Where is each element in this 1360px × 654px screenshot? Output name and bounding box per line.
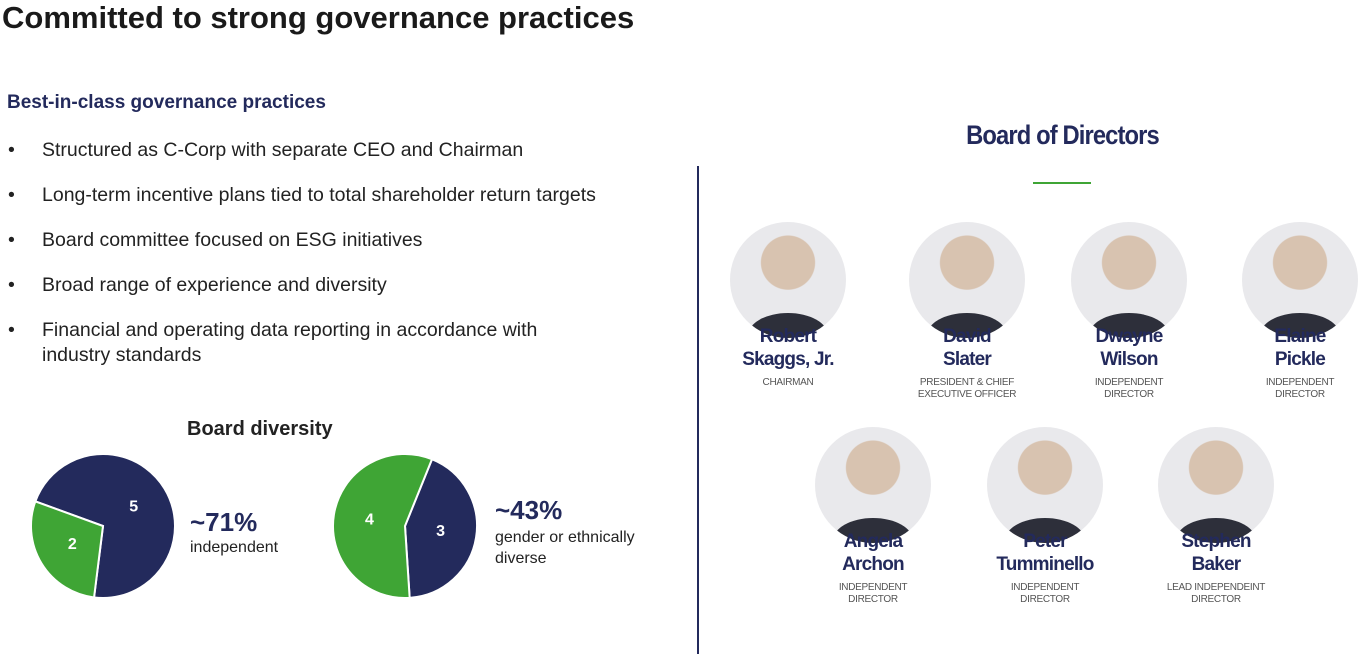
last-name: Wilson <box>1100 349 1158 370</box>
director-card: Robert Skaggs, Jr. CHAIRMAN <box>713 222 863 389</box>
accent-line <box>1033 182 1091 184</box>
last-name: Pickle <box>1274 349 1326 370</box>
section-heading: Best-in-class governance practices <box>7 92 326 113</box>
director-card: Peter Tumminello INDEPENDENT DIRECTOR <box>970 427 1120 606</box>
director-photo <box>1158 427 1274 543</box>
director-name: Angela Archon <box>798 530 948 576</box>
director-card: Stephen Baker LEAD INDEPENDEINT DIRECTOR <box>1141 427 1291 606</box>
slice-label: 5 <box>129 498 138 515</box>
chart-title: Board diversity <box>187 418 333 440</box>
bullet-list: Structured as C-Corp with separate CEO a… <box>0 138 600 388</box>
director-name: Dwayne Wilson <box>1054 325 1204 371</box>
pie-slice <box>332 453 434 599</box>
pie-charts: 5 2 3 4 <box>30 453 478 599</box>
director-name: Peter Tumminello <box>970 530 1120 576</box>
director-photo <box>909 222 1025 338</box>
director-role: INDEPENDENT DIRECTOR <box>838 582 908 605</box>
last-name: Archon <box>842 554 905 575</box>
first-name: David <box>943 326 992 347</box>
director-role: LEAD INDEPENDEINT DIRECTOR <box>1166 582 1266 605</box>
divider <box>697 166 699 654</box>
last-name: Skaggs, Jr. <box>742 349 834 370</box>
director-photo <box>1242 222 1358 338</box>
bullet-item: Long-term incentive plans tied to total … <box>0 183 600 208</box>
pie-slice <box>403 457 478 599</box>
director-role: INDEPENDENT DIRECTOR <box>1010 582 1080 605</box>
director-card: David Slater PRESIDENT & CHIEF EXECUTIVE O… <box>892 222 1042 401</box>
director-name: Stephen Baker <box>1141 530 1291 576</box>
director-role: INDEPENDENT DIRECTOR <box>1265 377 1335 400</box>
director-card: Elaine Pickle INDEPENDENT DIRECTOR <box>1225 222 1360 401</box>
stat: ~43% <box>495 495 563 525</box>
last-name: Tumminello <box>996 554 1094 575</box>
slice-label: 4 <box>365 511 374 528</box>
pie-slice <box>34 453 176 599</box>
title: Committed to strong governance practices <box>2 0 635 35</box>
bullet-item: Broad range of experience and diversity <box>0 273 600 298</box>
slice-label: 3 <box>436 523 445 540</box>
director-name: Elaine Pickle <box>1225 325 1360 371</box>
director-card: Angela Archon INDEPENDENT DIRECTOR <box>798 427 948 606</box>
director-photo <box>1071 222 1187 338</box>
first-name: Dwayne <box>1095 326 1163 347</box>
stat-caption: gender or ethnically diverse <box>495 529 635 567</box>
first-name: Robert <box>759 326 817 347</box>
director-role: PRESIDENT & CHIEF EXECUTIVE OFFICER <box>917 377 1017 400</box>
director-role: CHAIRMAN <box>762 377 814 388</box>
bullet-item: Structured as C-Corp with separate CEO a… <box>0 138 600 163</box>
pie-slice <box>30 500 105 599</box>
stat-caption: independent <box>190 539 279 556</box>
director-card: Dwayne Wilson INDEPENDENT DIRECTOR <box>1054 222 1204 401</box>
last-name: Slater <box>942 349 992 370</box>
director-name: David Slater <box>892 325 1042 371</box>
bullet-item: Board committee focused on ESG initiativ… <box>0 228 600 253</box>
director-name: Robert Skaggs, Jr. <box>713 325 863 371</box>
director-photo <box>987 427 1103 543</box>
first-name: Angela <box>843 531 903 552</box>
bullet-item: Financial and operating data reporting i… <box>0 318 600 368</box>
director-role: INDEPENDENT DIRECTOR <box>1094 377 1164 400</box>
first-name: Elaine <box>1274 326 1326 347</box>
director-photo <box>730 222 846 338</box>
first-name: Stephen <box>1181 531 1251 552</box>
stat: ~71% <box>190 507 258 537</box>
last-name: Baker <box>1191 554 1242 575</box>
director-photo <box>815 427 931 543</box>
first-name: Peter <box>1023 531 1067 552</box>
slice-label: 2 <box>68 536 77 553</box>
board-title: Board of Directors <box>966 120 1160 150</box>
